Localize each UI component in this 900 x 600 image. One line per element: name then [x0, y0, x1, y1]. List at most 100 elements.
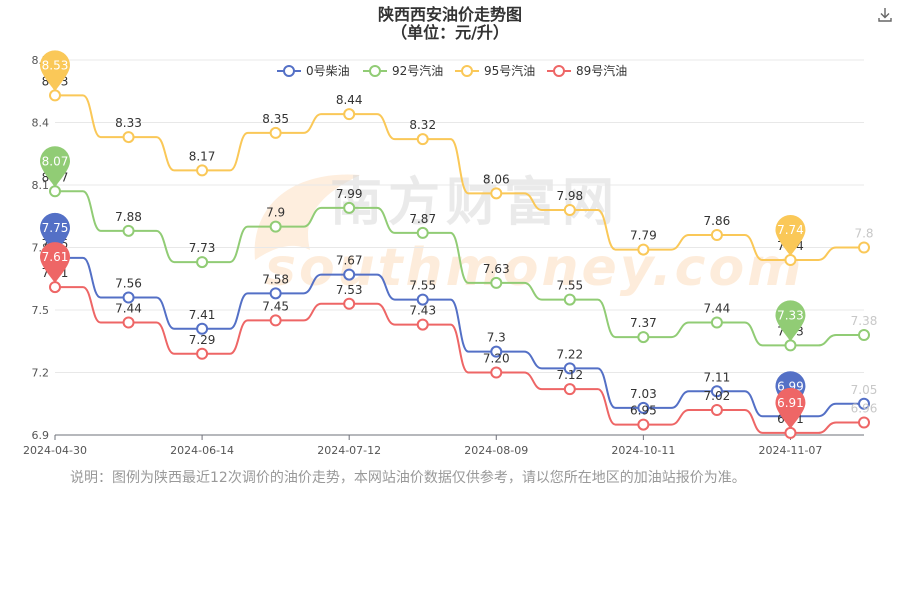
data-label: 7.22	[556, 347, 583, 361]
data-label: 8.44	[336, 93, 363, 107]
data-label: 7.29	[189, 333, 216, 347]
data-point	[563, 204, 576, 216]
legend-label: 0号柴油	[306, 64, 350, 78]
pin-label: 7.33	[777, 308, 804, 322]
download-icon-glyph	[878, 8, 892, 22]
y-tick-label: 6.9	[32, 429, 50, 442]
data-label: 8.35	[262, 112, 289, 126]
data-point	[196, 256, 209, 269]
data-point	[710, 229, 723, 241]
data-label: 7.99	[336, 187, 363, 201]
chart-note: 说明：图例为陕西最近12次调价的油价走势，本网站油价数据仅供参考，请以您所在地区…	[70, 470, 746, 486]
data-point	[563, 383, 576, 396]
legend[interactable]: 0号柴油 92号汽油 95号汽油 89号汽油	[277, 63, 627, 78]
data-point	[343, 108, 356, 121]
data-point	[416, 293, 429, 306]
data-point	[710, 316, 723, 329]
data-label: 7.63	[483, 262, 510, 276]
data-point	[490, 366, 503, 379]
data-label: 7.38	[851, 314, 878, 328]
pin-shape	[40, 212, 70, 254]
legend-symbol	[283, 65, 295, 77]
pin-marker: 7.33	[775, 300, 806, 342]
data-label: 7.45	[262, 299, 289, 313]
data-point	[269, 314, 282, 327]
legend-symbol	[461, 65, 473, 77]
pin-marker: 6.91	[775, 387, 806, 429]
data-label: 7.55	[409, 279, 436, 293]
data-label: 7.03	[630, 387, 657, 401]
data-label: 7.37	[630, 316, 657, 330]
data-label: 7.41	[189, 308, 216, 322]
data-label: 7.58	[262, 272, 289, 286]
chart-subtitle: （单位：元/升）	[391, 23, 509, 42]
data-point	[858, 329, 870, 341]
data-point	[122, 224, 135, 237]
pin-shape	[775, 387, 806, 429]
data-point	[637, 243, 650, 256]
data-label: 7.53	[336, 283, 363, 297]
data-point	[563, 293, 576, 306]
legend-item-1[interactable]: 0号柴油	[277, 64, 350, 78]
data-label: 7.73	[189, 241, 216, 255]
series	[49, 89, 870, 439]
data-point	[858, 241, 870, 254]
data-label: 7.05	[851, 383, 878, 397]
x-tick-label: 2024-06-14	[170, 444, 234, 457]
data-point	[343, 268, 356, 281]
series-line-2	[55, 190, 864, 347]
pin-label: 8.53	[42, 58, 69, 72]
data-point	[637, 418, 650, 431]
x-tick-label: 2024-10-11	[611, 444, 675, 457]
x-tick-label: 2024-04-30	[23, 444, 87, 457]
x-tick-label: 2024-11-07	[758, 444, 822, 457]
pin-label: 6.91	[777, 396, 804, 410]
data-label: 7.55	[556, 279, 583, 293]
pin-marker: 8.07	[40, 146, 70, 188]
pin-label: 7.61	[42, 250, 69, 264]
data-label: 7.86	[704, 214, 731, 228]
data-point	[784, 426, 797, 439]
x-tick-label: 2024-07-12	[317, 444, 381, 457]
legend-item-4[interactable]: 89号汽油	[547, 63, 627, 78]
legend-label: 89号汽油	[576, 63, 627, 78]
data-label: 8.33	[115, 116, 142, 130]
data-label: 7.98	[556, 189, 583, 203]
series-line-4	[55, 286, 864, 434]
legend-item-2[interactable]: 92号汽油	[363, 63, 443, 78]
legend-symbol	[553, 65, 565, 77]
data-label: 8.32	[409, 118, 436, 132]
data-label: 7.67	[336, 254, 363, 268]
data-point	[637, 401, 650, 414]
pin-marker: 7.74	[775, 215, 806, 256]
data-label: 7.3	[487, 331, 506, 345]
pin-marker: 8.53	[40, 50, 70, 92]
data-label: 7.8	[854, 227, 873, 241]
chart-title: 陕西西安油价走势图	[378, 5, 522, 24]
pin-marker: 7.61	[40, 242, 70, 284]
data-label: 8.06	[483, 172, 510, 186]
series-line-3	[55, 94, 864, 261]
data-point	[490, 187, 503, 200]
y-tick-label: 8.1	[32, 179, 50, 192]
grid	[55, 59, 864, 436]
legend-item-3[interactable]: 95号汽油	[455, 63, 535, 78]
data-point	[858, 416, 870, 429]
legend-label: 95号汽油	[484, 63, 535, 78]
data-point	[196, 347, 209, 360]
pin-marker: 7.75	[40, 212, 70, 254]
pin-label: 7.75	[42, 221, 69, 235]
pin-shape	[775, 215, 806, 256]
data-label: 7.9	[266, 206, 285, 220]
data-point	[490, 345, 503, 358]
data-point	[710, 385, 723, 398]
data-point	[49, 185, 61, 198]
download-icon[interactable]	[876, 6, 894, 24]
data-label: 7.12	[556, 368, 583, 382]
y-tick-label: 8.4	[32, 117, 50, 130]
data-label: 7.11	[704, 370, 731, 384]
y-tick-label: 7.5	[32, 304, 50, 317]
watermark-swoosh	[254, 174, 360, 260]
series-line-1	[55, 256, 864, 418]
